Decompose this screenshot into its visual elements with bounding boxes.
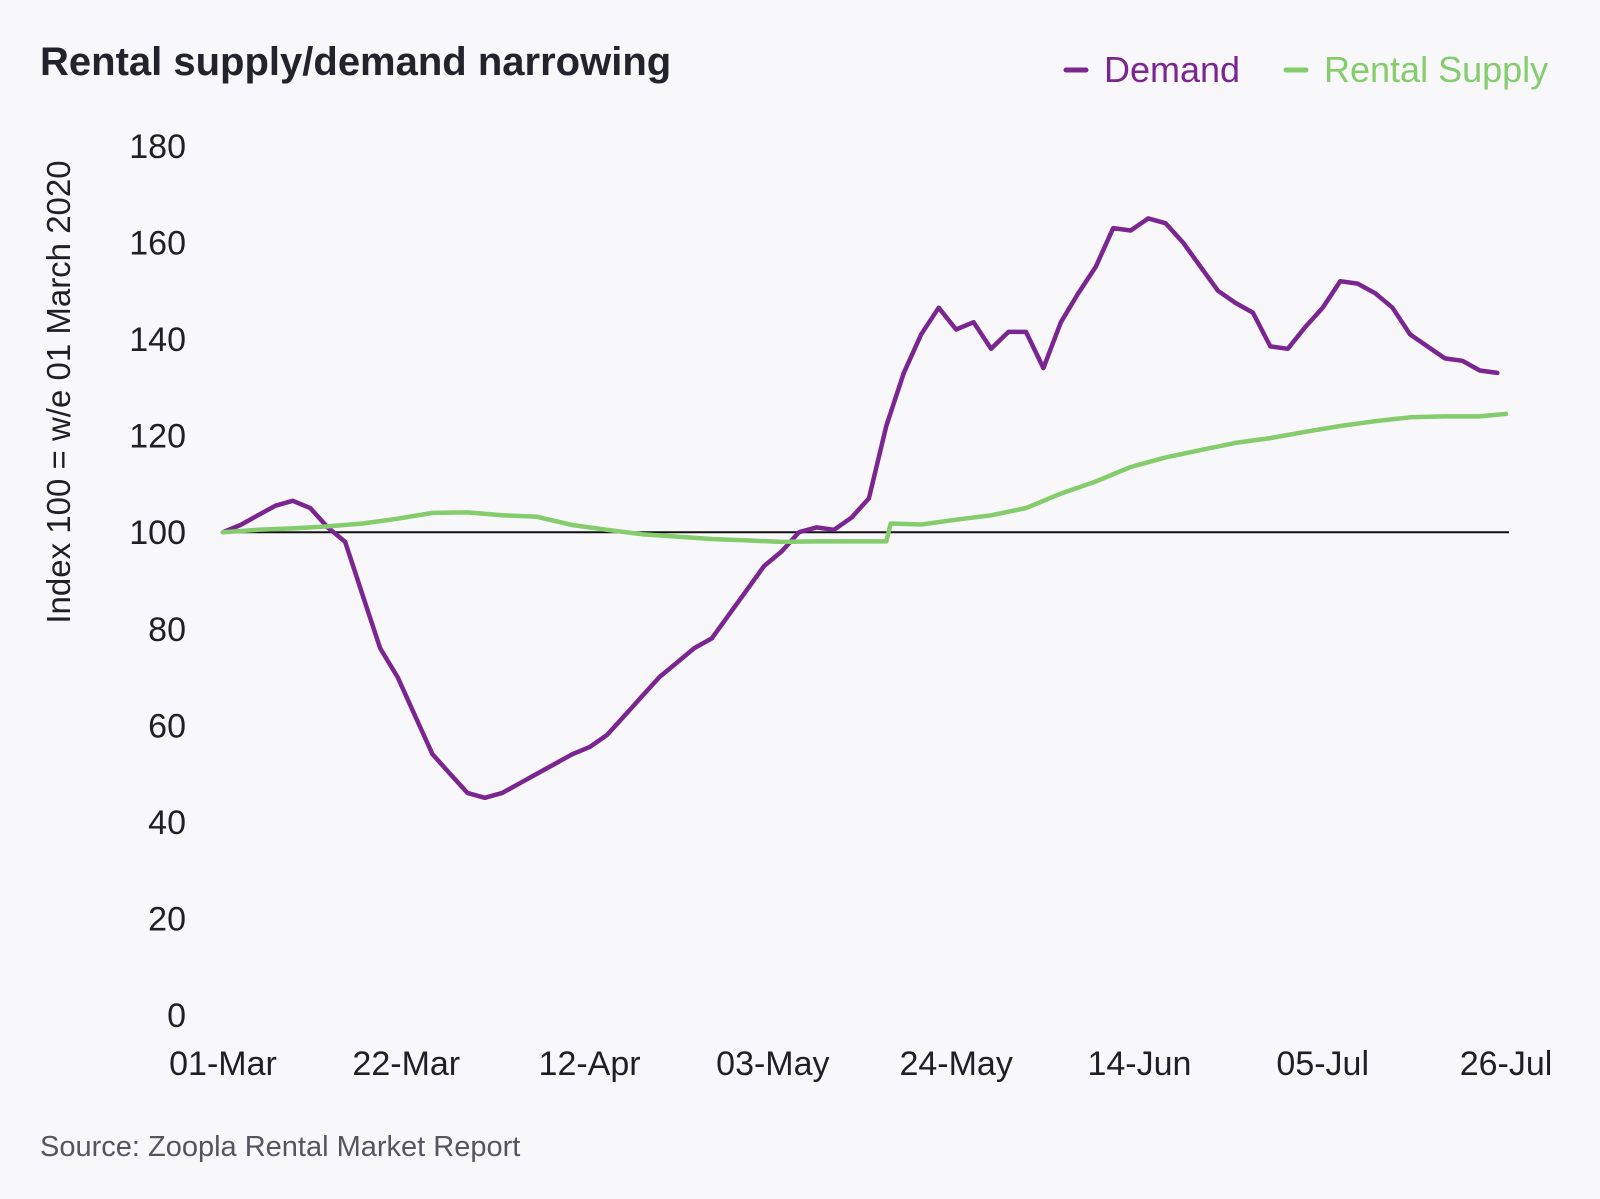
x-tick-label: 12-Apr [539, 1045, 641, 1083]
x-tick-label: 14-Jun [1087, 1045, 1191, 1083]
legend: Demand Rental Supply [1063, 49, 1548, 90]
y-tick-label: 100 [129, 514, 186, 552]
series-lines [220, 216, 1509, 801]
y-tick-label: 180 [129, 128, 186, 166]
x-axis-ticks: 01-Mar 22-Mar 12-Apr 03-May 24-May 14-Jun 05-J… [169, 1045, 1552, 1083]
y-tick-label: 140 [129, 321, 186, 359]
legend-label-rental-supply: Rental Supply [1324, 49, 1548, 90]
y-axis-ticks: 0 20 40 60 80 100 120 140 160 180 [129, 128, 186, 1035]
y-tick-label: 20 [148, 900, 186, 938]
demand-line [220, 216, 1500, 801]
y-tick-label: 0 [167, 997, 186, 1035]
rental-supply-line [220, 411, 1509, 545]
source-note: Source: Zoopla Rental Market Report [40, 1131, 520, 1163]
x-tick-label: 22-Mar [352, 1045, 460, 1083]
y-axis-label: Index 100 = w/e 01 March 2020 [40, 160, 77, 623]
y-tick-label: 40 [148, 804, 186, 842]
legend-label-demand: Demand [1104, 49, 1240, 90]
x-tick-label: 03-May [716, 1045, 829, 1083]
x-tick-label: 01-Mar [169, 1045, 277, 1083]
x-tick-label: 26-Jul [1460, 1045, 1553, 1083]
x-tick-label: 24-May [899, 1045, 1012, 1083]
chart-title: Rental supply/demand narrowing [40, 40, 671, 84]
y-tick-label: 160 [129, 225, 186, 263]
y-tick-label: 60 [148, 707, 186, 745]
x-tick-label: 05-Jul [1276, 1045, 1369, 1083]
y-tick-label: 80 [148, 611, 186, 649]
y-tick-label: 120 [129, 418, 186, 456]
